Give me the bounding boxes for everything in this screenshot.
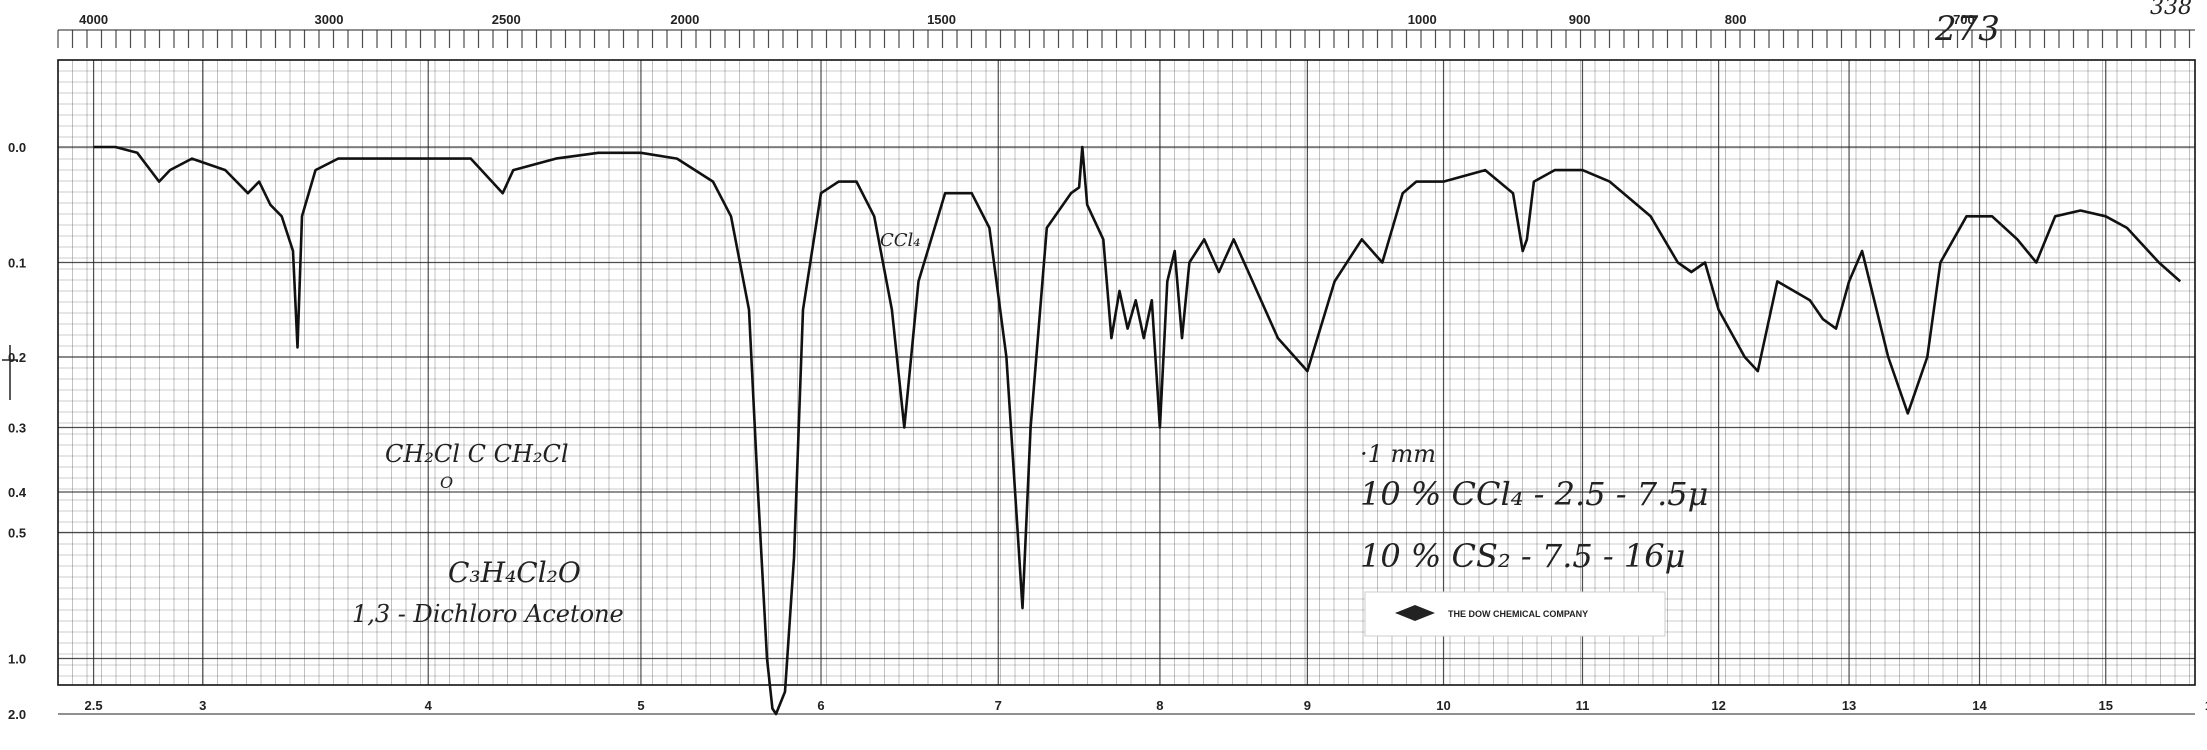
top-wavenumber-ruler: [57, 29, 2195, 48]
formula-carbonyl-annotation: O: [440, 473, 453, 492]
page-number-extra: 338: [2150, 0, 2192, 20]
absorbance-tick-labels: 0.0 0.1 0.2 0.3 0.4 0.5 1.0 2.0: [8, 140, 27, 722]
company-label: THE DOW CHEMICAL COMPANY: [1364, 591, 1666, 637]
major-grid: [58, 60, 2195, 715]
page-number: 273: [1934, 9, 2000, 49]
wavelength-tick-label: 8: [1156, 698, 1163, 713]
wavenumber-tick-labels: 4000 3000 2500 2000 1500 1000 900 800 700: [79, 12, 1975, 27]
wavelength-tick-label: 10: [1436, 698, 1450, 713]
plot-frame: [57, 59, 2196, 686]
absorbance-tick-label: 0.2: [8, 350, 26, 365]
wavelength-tick-label: 14: [1972, 698, 1987, 713]
wavenumber-tick-label: 3000: [315, 12, 344, 27]
compound-name-annotation: 1,3 - Dichloro Acetone: [352, 600, 624, 628]
absorbance-tick-label: 0.4: [8, 485, 27, 500]
absorbance-tick-label: 0.1: [8, 256, 26, 271]
wavelength-tick-label: 12: [1711, 698, 1725, 713]
solvent-2-annotation: 10 % CS₂ - 7.5 - 16μ: [1360, 537, 1685, 575]
wavenumber-tick-label: 900: [1569, 12, 1591, 27]
wavenumber-tick-label: 4000: [79, 12, 108, 27]
wavelength-tick-label: 9: [1304, 698, 1311, 713]
wavelength-tick-label: 6: [817, 698, 824, 713]
wavenumber-tick-label: 2000: [670, 12, 699, 27]
absorbance-tick-label: 1.0: [8, 652, 26, 667]
peak-label-ccl4: CCl₄: [880, 230, 921, 251]
solvent-1-annotation: 10 % CCl₄ - 2.5 - 7.5μ: [1360, 475, 1708, 513]
company-logo-diamond: [1395, 605, 1435, 621]
wavelength-tick-label: 4: [425, 698, 433, 713]
wavelength-tick-label: 2.5: [85, 698, 103, 713]
spectrum-series-line: [93, 145, 2182, 716]
wavenumber-tick-label: 700: [1953, 12, 1975, 27]
wavelength-tick-label: 5: [637, 698, 644, 713]
absorbance-tick-label: 2.0: [8, 707, 26, 722]
company-name: THE DOW CHEMICAL COMPANY: [1448, 609, 1588, 619]
wavenumber-tick-label: 2500: [492, 12, 521, 27]
wavelength-tick-label: 11: [1576, 698, 1590, 713]
absorbance-tick-label: 0.3: [8, 421, 26, 436]
formula-structure-annotation: CH₂Cl C CH₂Cl: [385, 440, 569, 468]
wavelength-tick-label: 7: [995, 698, 1002, 713]
cell-path-annotation: ·1 mm: [1360, 440, 1436, 468]
wavelength-tick-label: 13: [1842, 698, 1856, 713]
wavenumber-tick-label: 1000: [1408, 12, 1437, 27]
wavenumber-tick-label: 800: [1725, 12, 1747, 27]
wavelength-tick-label: 3: [199, 698, 206, 713]
wavelength-tick-label: 15: [2098, 698, 2112, 713]
wavelength-tick-label: 16: [2205, 698, 2207, 713]
wavelength-tick-labels: 2.5 3 4 5 6 7 8 9 10 11 12 13 14 15 16: [85, 698, 2207, 713]
absorbance-tick-label: 0.5: [8, 526, 26, 541]
wavenumber-tick-label: 1500: [927, 12, 956, 27]
molecular-formula-annotation: C₃H₄Cl₂O: [448, 556, 581, 589]
absorbance-tick-label: 0.0: [8, 140, 26, 155]
